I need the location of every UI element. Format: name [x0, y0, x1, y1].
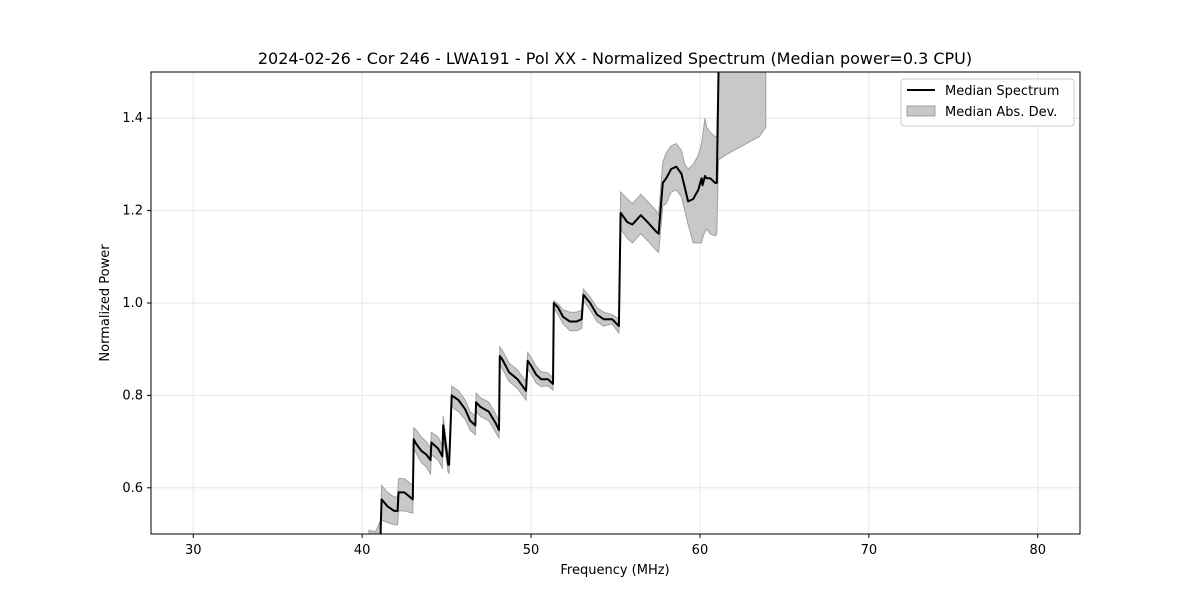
- x-axis-label: Frequency (MHz): [560, 563, 669, 578]
- median-spectrum-line: [379, 72, 720, 534]
- legend-band-swatch: [906, 105, 936, 117]
- legend-box: [900, 78, 1075, 127]
- y-tick-label: 1.0: [122, 296, 143, 311]
- legend-label-median-spectrum: Median Spectrum: [945, 84, 1059, 99]
- y-tick-label: 1.4: [122, 111, 143, 126]
- y-axis-label: Normalized Power: [98, 244, 113, 362]
- x-axis: 30 40 50 60 70 80: [185, 534, 1046, 558]
- x-tick-label: 30: [185, 543, 202, 558]
- y-axis: 0.6 0.8 1.0 1.2 1.4: [122, 111, 151, 496]
- y-tick-label: 0.6: [122, 481, 143, 496]
- y-tick-label: 1.2: [122, 204, 143, 219]
- plot-area: [368, 72, 767, 534]
- legend: Median Spectrum Median Abs. Dev.: [900, 78, 1075, 127]
- x-tick-label: 60: [692, 543, 709, 558]
- x-tick-label: 70: [861, 543, 878, 558]
- chart-title: 2024-02-26 - Cor 246 - LWA191 - Pol XX -…: [258, 49, 972, 68]
- x-tick-label: 80: [1029, 543, 1046, 558]
- legend-label-median-abs-dev: Median Abs. Dev.: [945, 105, 1057, 120]
- x-tick-label: 40: [354, 543, 371, 558]
- x-tick-label: 50: [523, 543, 540, 558]
- y-tick-label: 0.8: [122, 388, 143, 403]
